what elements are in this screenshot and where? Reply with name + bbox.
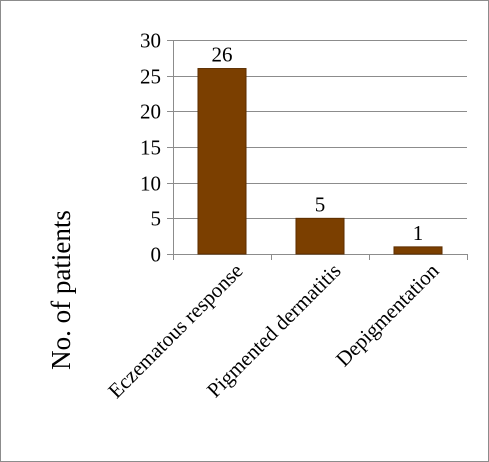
y-tick-label: 20 bbox=[140, 100, 161, 124]
y-tick-label: 15 bbox=[140, 136, 161, 160]
bars bbox=[197, 68, 443, 255]
y-tick-label: 0 bbox=[151, 243, 162, 267]
data-label: 26 bbox=[212, 43, 233, 67]
y-tick-labels: 0 5 10 15 20 25 30 bbox=[140, 29, 161, 267]
bar-2 bbox=[295, 217, 345, 255]
y-tick-label: 5 bbox=[151, 207, 162, 231]
axes bbox=[167, 40, 468, 260]
bar-1 bbox=[197, 68, 247, 255]
data-label: 1 bbox=[413, 221, 424, 245]
data-label: 5 bbox=[315, 192, 326, 216]
data-labels: 26 5 1 bbox=[212, 43, 424, 245]
y-tick-label: 30 bbox=[140, 29, 161, 53]
y-tick-label: 10 bbox=[140, 172, 161, 196]
category-label: Depigmentation bbox=[331, 258, 444, 371]
y-tick-label: 25 bbox=[140, 65, 161, 89]
y-axis-title: No. of patients bbox=[46, 210, 76, 370]
bar-3 bbox=[393, 246, 443, 255]
